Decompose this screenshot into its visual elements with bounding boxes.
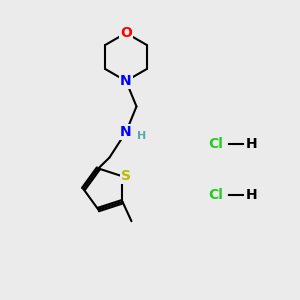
Text: Cl: Cl bbox=[208, 188, 224, 202]
Text: H: H bbox=[246, 137, 257, 151]
Text: N: N bbox=[120, 125, 132, 139]
Text: H: H bbox=[246, 188, 257, 202]
Text: S: S bbox=[121, 169, 131, 183]
Text: O: O bbox=[120, 26, 132, 40]
Text: H: H bbox=[137, 130, 146, 141]
Text: N: N bbox=[120, 74, 132, 88]
Text: Cl: Cl bbox=[208, 137, 224, 151]
